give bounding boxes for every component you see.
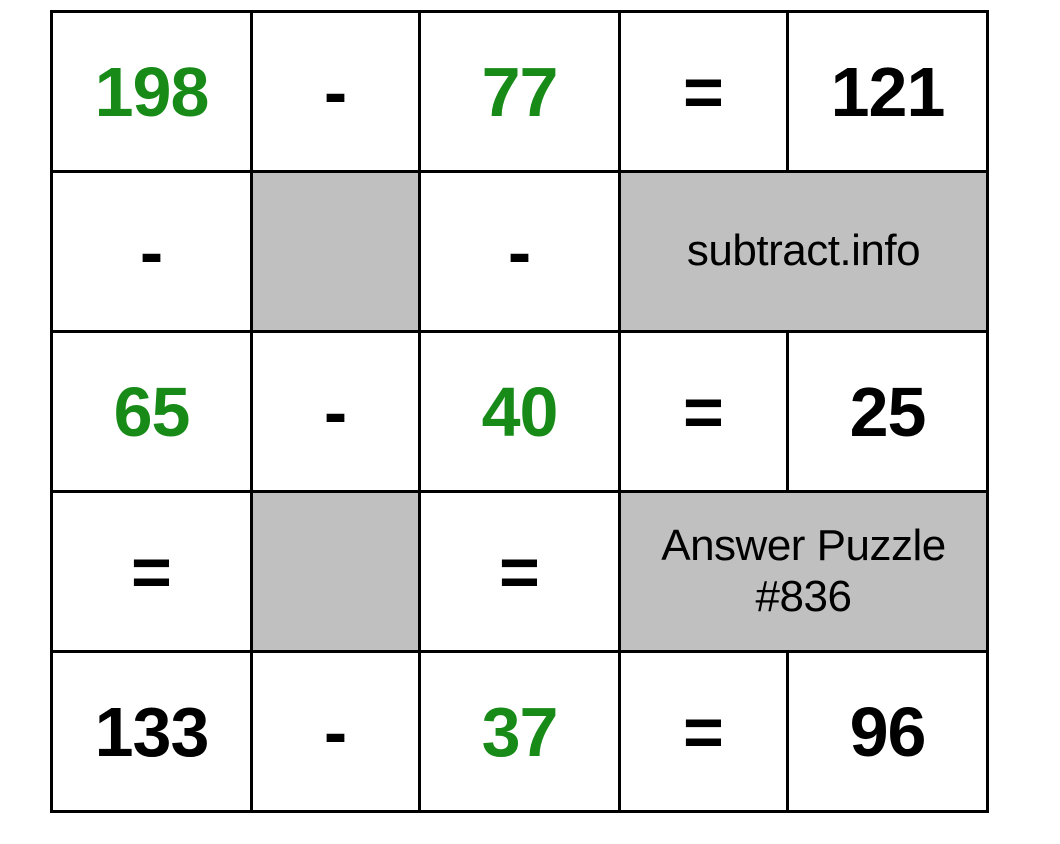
cell-r5-r: 96 [788,652,988,812]
cell-r3-r: 25 [788,332,988,492]
cell-answer-label: Answer Puzzle #836 [620,492,988,652]
cell-r1-op: - [252,12,420,172]
table-row: 65 - 40 = 25 [52,332,988,492]
cell-r4-b-eq: = [420,492,620,652]
cell-r1-r: 121 [788,12,988,172]
cell-r2-b-op: - [420,172,620,332]
table-row: 133 - 37 = 96 [52,652,988,812]
cell-r3-op: - [252,332,420,492]
table-row: - - subtract.info [52,172,988,332]
cell-r5-op: - [252,652,420,812]
table-row: 198 - 77 = 121 [52,12,988,172]
cell-r5-eq: = [620,652,788,812]
table-row: = = Answer Puzzle #836 [52,492,988,652]
subtraction-puzzle-grid: 198 - 77 = 121 - - subtract.info 65 - 40… [50,10,989,813]
cell-r3-a: 65 [52,332,252,492]
cell-r3-eq: = [620,332,788,492]
cell-r1-eq: = [620,12,788,172]
cell-r1-b: 77 [420,12,620,172]
cell-r1-a: 198 [52,12,252,172]
cell-r3-b: 40 [420,332,620,492]
cell-site-label: subtract.info [620,172,988,332]
cell-r2-a-op: - [52,172,252,332]
cell-r4-blank [252,492,420,652]
cell-r4-a-eq: = [52,492,252,652]
cell-r2-blank [252,172,420,332]
cell-r5-b: 37 [420,652,620,812]
cell-r5-a: 133 [52,652,252,812]
